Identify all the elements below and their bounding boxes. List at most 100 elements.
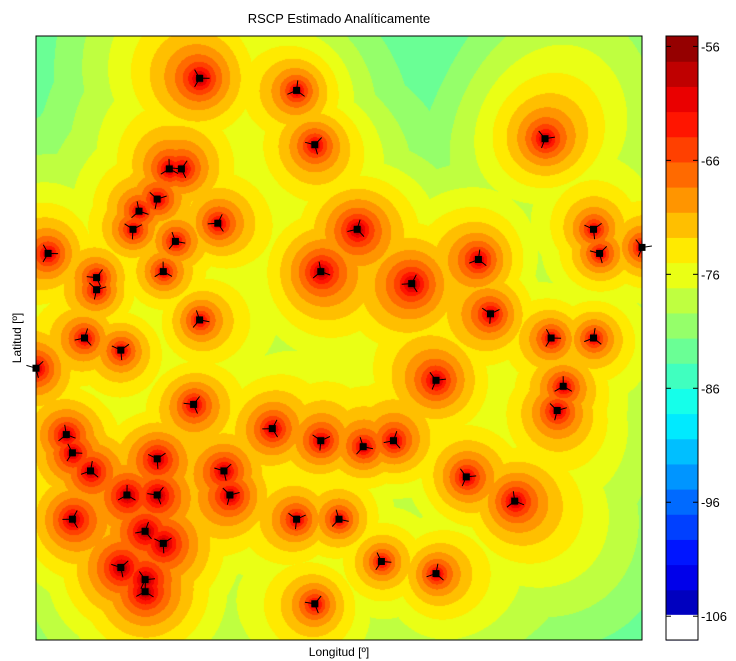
- colorbar-band: [666, 438, 698, 465]
- station-marker: [131, 201, 149, 219]
- colorbar: -56 -66 -76 -86 -96 -106: [665, 35, 727, 641]
- station-marker: [347, 219, 365, 237]
- station-marker: [194, 69, 210, 88]
- station-marker: [426, 563, 444, 581]
- station-marker: [304, 137, 323, 155]
- station-square: [317, 268, 325, 276]
- station-square: [44, 249, 52, 257]
- station-square: [68, 515, 76, 523]
- station-square: [141, 588, 149, 596]
- colorbar-band: [666, 187, 698, 213]
- y-axis-label: Latitud [º]: [10, 313, 24, 363]
- station-square: [408, 280, 416, 288]
- station-marker: [584, 222, 602, 240]
- station-marker: [312, 434, 331, 451]
- station-square: [359, 443, 367, 451]
- station-marker: [135, 521, 152, 540]
- colorbar-band: [666, 338, 698, 364]
- colorbar-tick-label: -96: [701, 495, 720, 510]
- station-marker: [154, 261, 173, 278]
- station-square: [553, 407, 561, 414]
- colorbar-out-of-range-band: [666, 614, 698, 640]
- station-square: [159, 539, 167, 547]
- station-marker: [117, 484, 136, 501]
- station-square: [353, 225, 361, 233]
- station-square: [81, 334, 88, 342]
- station-square: [141, 576, 149, 584]
- station-marker: [42, 244, 59, 263]
- colorbar-ticks: -56 -66 -76 -86 -96 -106: [666, 39, 727, 624]
- station-marker: [288, 512, 306, 530]
- station-marker: [111, 560, 129, 578]
- station-square: [596, 249, 604, 257]
- colorbar-tick-label: -86: [701, 381, 720, 396]
- station-marker: [429, 371, 446, 390]
- colorbar-band: [666, 86, 698, 113]
- station-marker: [207, 214, 224, 232]
- rscp-heatmap: [36, 36, 642, 640]
- station-marker: [147, 452, 166, 469]
- station-marker: [80, 460, 99, 478]
- colorbar-band: [666, 212, 698, 238]
- station-square: [117, 346, 125, 354]
- colorbar-band: [666, 237, 698, 264]
- station-square: [487, 310, 494, 318]
- station-square: [541, 135, 549, 143]
- station-square: [317, 437, 325, 445]
- colorbar-band: [666, 161, 698, 188]
- station-marker: [506, 491, 525, 508]
- station-square: [226, 491, 234, 499]
- colorbar-band: [666, 489, 698, 515]
- colorbar-tick-label: -56: [701, 39, 720, 54]
- colorbar-bands: [666, 36, 698, 641]
- station-square: [335, 515, 343, 523]
- colorbar-band: [666, 564, 698, 591]
- station-square: [268, 425, 276, 433]
- station-marker: [171, 160, 188, 179]
- station-marker: [545, 328, 562, 347]
- station-marker: [287, 80, 305, 97]
- station-marker: [160, 158, 179, 175]
- colorbar-band: [666, 363, 698, 389]
- colorbar-band: [666, 463, 698, 490]
- station-marker: [124, 223, 143, 240]
- station-marker: [262, 419, 279, 438]
- station-square: [293, 515, 301, 523]
- colorbar-tick-label: -66: [701, 153, 720, 168]
- station-square: [390, 437, 397, 445]
- station-marker: [584, 328, 602, 345]
- station-square: [590, 225, 597, 233]
- station-square: [93, 286, 101, 294]
- station-square: [474, 256, 482, 263]
- station-square: [129, 225, 137, 233]
- station-square: [153, 455, 161, 463]
- station-square: [462, 473, 470, 481]
- station-square: [153, 195, 161, 203]
- station-marker: [304, 595, 322, 614]
- station-marker: [222, 487, 240, 505]
- station-square: [87, 467, 94, 475]
- station-marker: [538, 130, 555, 149]
- station-marker: [168, 231, 186, 250]
- station-marker: [459, 468, 477, 487]
- colorbar-band: [666, 589, 698, 616]
- colorbar-band: [666, 514, 698, 540]
- station-marker: [136, 581, 154, 598]
- station-square: [220, 467, 228, 475]
- station-marker: [86, 269, 103, 287]
- plot-area: [26, 35, 652, 641]
- station-square: [196, 74, 204, 82]
- station-square: [559, 382, 567, 390]
- station-marker: [154, 537, 172, 554]
- station-square: [196, 316, 204, 324]
- station-marker: [88, 282, 107, 300]
- station-square: [293, 86, 301, 94]
- colorbar-band: [666, 111, 698, 138]
- colorbar-band: [666, 539, 698, 566]
- station-square: [68, 449, 76, 457]
- station-markers: [26, 69, 652, 614]
- station-marker: [331, 509, 349, 527]
- x-axis-label: Longitud [º]: [309, 645, 369, 659]
- colorbar-band: [666, 413, 698, 440]
